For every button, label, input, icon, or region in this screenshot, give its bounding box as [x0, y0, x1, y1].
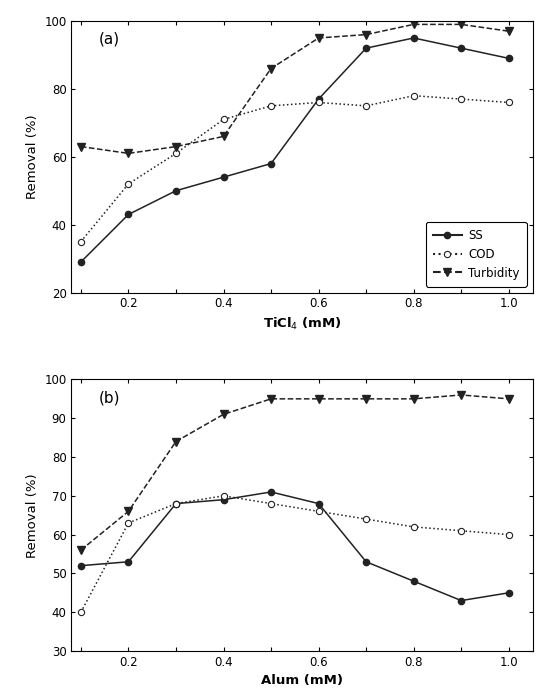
X-axis label: TiCl$_4$ (mM): TiCl$_4$ (mM)	[262, 316, 341, 332]
X-axis label: Alum (mM): Alum (mM)	[261, 674, 343, 687]
Y-axis label: Removal (%): Removal (%)	[26, 115, 38, 199]
Text: (b): (b)	[99, 391, 121, 405]
Y-axis label: Removal (%): Removal (%)	[26, 473, 38, 557]
Text: (a): (a)	[99, 32, 120, 47]
Legend: SS, COD, Turbidity: SS, COD, Turbidity	[425, 222, 526, 286]
